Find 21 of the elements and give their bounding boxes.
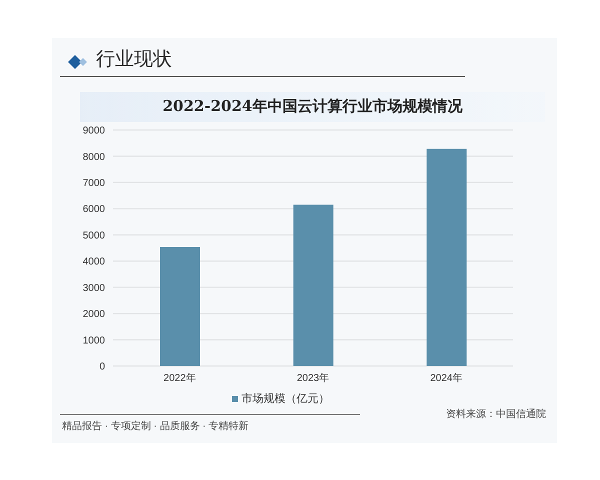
- y-tick-label: 2000: [82, 309, 106, 320]
- y-tick-label: 7000: [82, 178, 106, 189]
- text: 精品报告 · 专项定制 · 品质服务 · 专精特新: [62, 420, 249, 433]
- text: 资料来源：中国信通院: [446, 408, 546, 421]
- text: 行业现状: [96, 47, 172, 72]
- y-tick-label: 9000: [82, 126, 106, 137]
- y-tick-label: 8000: [82, 152, 106, 163]
- y-tick-label: 1000: [82, 335, 106, 346]
- y-tick-label: 4000: [82, 256, 106, 268]
- x-tick-label: 2024年: [430, 372, 462, 384]
- chart-title: 2022-2024年中国云计算行业市场规模情况: [162, 97, 464, 116]
- x-tick-label: 2022年: [164, 372, 196, 384]
- y-tick-label: 5000: [82, 230, 106, 242]
- bar: [293, 204, 334, 366]
- bar: [426, 148, 467, 366]
- y-tick-label: 0: [99, 362, 106, 373]
- legend-label: 市场规模（亿元）: [242, 393, 330, 405]
- y-tick-label: 6000: [82, 204, 106, 216]
- y-tick-label: 3000: [82, 282, 106, 294]
- x-tick-label: 2023年: [296, 372, 330, 384]
- bar: [160, 246, 200, 366]
